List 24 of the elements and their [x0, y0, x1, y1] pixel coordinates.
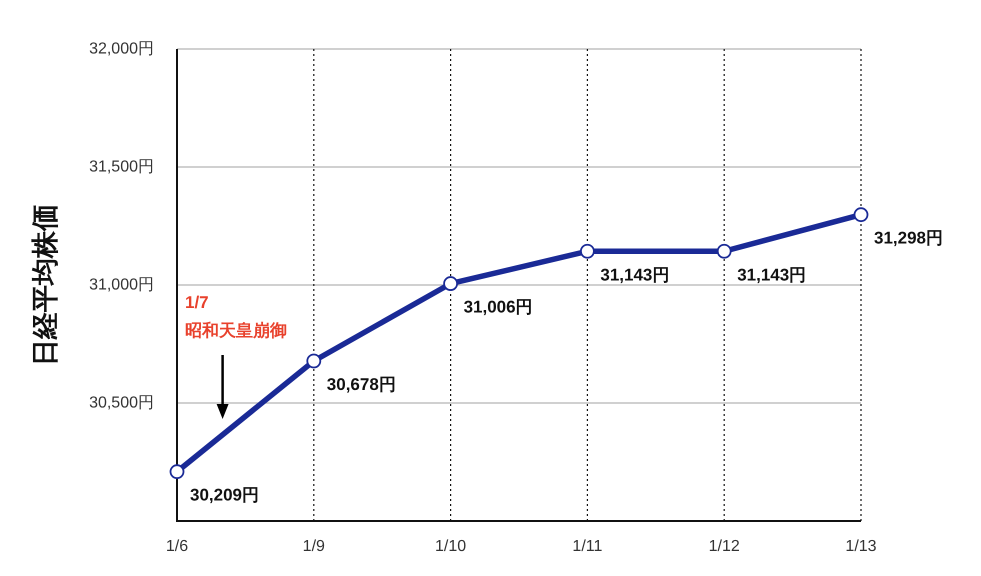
data-label: 30,678円 [326, 374, 396, 394]
point [170, 464, 184, 480]
x-tick-label: 1/9 [302, 538, 326, 555]
y-tick-label: 31,000円 [89, 276, 154, 294]
point [716, 244, 732, 259]
data-label: 31,143円 [600, 265, 670, 284]
y-tick-label: 30,500円 [89, 394, 154, 412]
annotation: 1/7 昭和天皇崩御 [185, 293, 287, 340]
y-tick-label: 32,000円 [89, 40, 154, 58]
data-label: 30,209円 [190, 486, 259, 505]
point [306, 354, 322, 368]
x-tick-label: 1/10 [435, 538, 466, 555]
data-label: 31,298円 [874, 228, 943, 248]
point [854, 207, 868, 222]
x-tick-label: 1/12 [708, 538, 740, 555]
x-tick-label: 1/6 [166, 538, 188, 555]
y-axis-title: 日経平均株価 [30, 204, 60, 366]
x-tick-label: 1/11 [572, 538, 602, 555]
x-tick-label: 1/13 [845, 538, 877, 555]
point [580, 244, 595, 259]
y-tick-label: 31,500円 [89, 158, 154, 176]
data-label: 31,143円 [737, 265, 806, 284]
data-label: 31,006円 [464, 298, 533, 317]
point [443, 276, 458, 291]
